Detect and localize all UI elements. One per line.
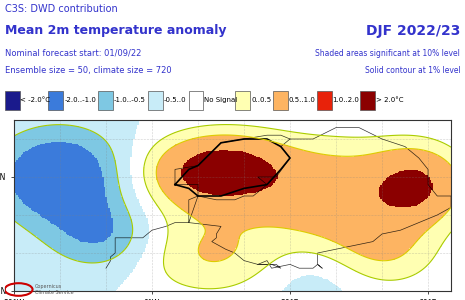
Text: < -2.0°C: < -2.0°C bbox=[20, 97, 51, 103]
Text: -0.5..0: -0.5..0 bbox=[164, 97, 186, 103]
Text: Shaded areas significant at 10% level: Shaded areas significant at 10% level bbox=[315, 49, 460, 58]
FancyBboxPatch shape bbox=[189, 91, 204, 110]
Text: Ensemble size = 50, climate size = 720: Ensemble size = 50, climate size = 720 bbox=[5, 65, 171, 74]
Text: > 2.0°C: > 2.0°C bbox=[376, 97, 404, 103]
FancyBboxPatch shape bbox=[273, 91, 288, 110]
FancyBboxPatch shape bbox=[5, 91, 20, 110]
Text: Solid contour at 1% level: Solid contour at 1% level bbox=[365, 65, 460, 74]
Text: -2.0..-1.0: -2.0..-1.0 bbox=[64, 97, 96, 103]
FancyBboxPatch shape bbox=[98, 91, 113, 110]
Text: DJF 2022/23: DJF 2022/23 bbox=[366, 23, 460, 38]
Text: No Signal: No Signal bbox=[205, 97, 238, 103]
Text: 1.0..2.0: 1.0..2.0 bbox=[332, 97, 359, 103]
Text: C3S: DWD contribution: C3S: DWD contribution bbox=[5, 4, 117, 14]
Text: -1.0..-0.5: -1.0..-0.5 bbox=[114, 97, 146, 103]
Text: Mean 2m temperature anomaly: Mean 2m temperature anomaly bbox=[5, 23, 226, 37]
Text: Copernicus
Climate Service: Copernicus Climate Service bbox=[35, 284, 73, 295]
Text: Nominal forecast start: 01/09/22: Nominal forecast start: 01/09/22 bbox=[5, 49, 141, 58]
FancyBboxPatch shape bbox=[360, 91, 375, 110]
Text: 0.5..1.0: 0.5..1.0 bbox=[289, 97, 316, 103]
Text: 0..0.5: 0..0.5 bbox=[251, 97, 271, 103]
FancyBboxPatch shape bbox=[148, 91, 163, 110]
FancyBboxPatch shape bbox=[48, 91, 63, 110]
FancyBboxPatch shape bbox=[317, 91, 332, 110]
FancyBboxPatch shape bbox=[235, 91, 250, 110]
